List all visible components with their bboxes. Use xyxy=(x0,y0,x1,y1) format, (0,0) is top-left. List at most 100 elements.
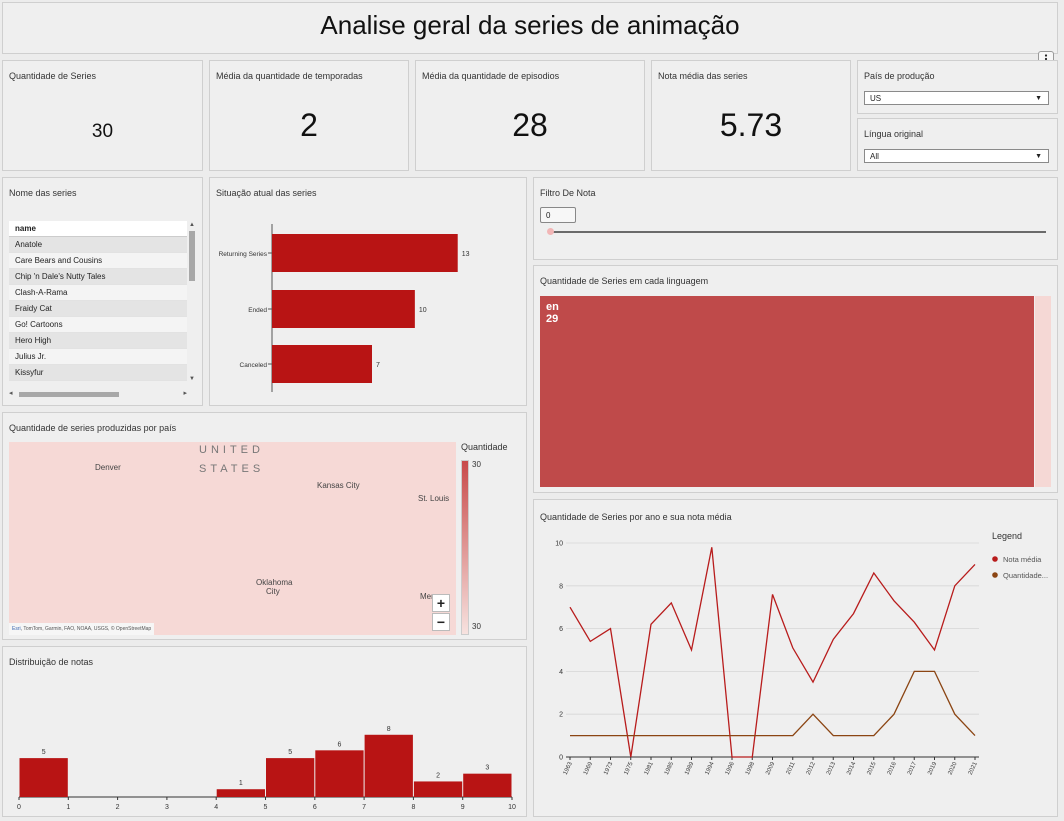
line-chart-panel: Quantidade de Series por ano e sua nota … xyxy=(533,499,1058,817)
x-tick-label: 4 xyxy=(214,804,218,811)
scrollbar-thumb[interactable] xyxy=(189,231,195,281)
scroll-right-icon[interactable]: ▸ xyxy=(183,390,187,397)
rating-input[interactable]: 0 xyxy=(540,207,576,223)
map-attribution: Esri, TomTom, Garmin, FAO, NOAA, USGS, ©… xyxy=(9,623,155,635)
list-item[interactable]: Kissyfur xyxy=(9,365,187,381)
zoom-out-button[interactable]: − xyxy=(432,613,450,631)
panel-title: Quantidade de Series em cada linguagem xyxy=(540,276,709,286)
scroll-down-icon[interactable]: ▼ xyxy=(189,376,195,382)
list-header[interactable]: name xyxy=(9,221,187,237)
x-tick-label: 2014 xyxy=(846,761,857,776)
kpi-label: Quantidade de Series xyxy=(9,71,97,81)
list-item[interactable]: Chip 'n Dale's Nutty Tales xyxy=(9,269,187,285)
data-label: 2 xyxy=(436,772,440,779)
x-tick-label: 1989 xyxy=(684,761,695,776)
scroll-left-icon[interactable]: ◂ xyxy=(9,390,13,397)
x-tick-label: 0 xyxy=(17,804,21,811)
histogram-bar xyxy=(364,734,413,797)
map-label-kansas-city: Kansas City xyxy=(317,481,360,490)
kpi-avg-episodes: Média da quantidade de episodios 28 xyxy=(415,60,645,171)
bar xyxy=(272,345,372,383)
data-label: 5 xyxy=(42,749,46,756)
x-tick-label: 2020 xyxy=(947,761,958,776)
panel-title: Quantidade de series produzidas por país xyxy=(9,423,177,433)
list-item[interactable]: Hero High xyxy=(9,333,187,349)
list-item[interactable]: Clash-A-Rama xyxy=(9,285,187,301)
panel-title: Nome das series xyxy=(9,188,77,198)
x-tick-label: 3 xyxy=(165,804,169,811)
x-tick-label: 2013 xyxy=(826,761,837,776)
data-label: 3 xyxy=(485,765,489,772)
x-tick-label: 8 xyxy=(411,804,415,811)
rating-slider-track[interactable] xyxy=(550,231,1046,233)
legend-marker xyxy=(992,572,998,578)
data-label: 8 xyxy=(387,726,391,733)
x-tick-label: 1981 xyxy=(644,761,655,776)
map-panel: Quantidade de series produzidas por país… xyxy=(2,412,527,640)
map-label-oklahoma-city: City xyxy=(266,587,280,596)
horizontal-scrollbar[interactable]: ◂ ▸ xyxy=(9,390,187,398)
data-label: 10 xyxy=(419,307,427,314)
status-chart-panel: Situação atual das series Returning Seri… xyxy=(209,177,527,406)
list-item[interactable]: Go! Cartoons xyxy=(9,317,187,333)
treemap-cell-en[interactable]: en 29 xyxy=(540,296,1034,487)
scrollbar-thumb[interactable] xyxy=(19,392,119,397)
x-tick-label: 2 xyxy=(116,804,120,811)
filter-label: Filtro De Nota xyxy=(540,188,596,198)
x-tick-label: 1975 xyxy=(623,761,634,776)
filter-label: País de produção xyxy=(864,71,935,81)
language-select[interactable]: All ▼ xyxy=(864,149,1049,163)
list-item-label: Hero High xyxy=(15,336,52,345)
list-item-label: Kissyfur xyxy=(15,368,44,377)
map-label-st-louis: St. Louis xyxy=(418,494,450,503)
histogram-bar xyxy=(216,789,265,797)
series-line xyxy=(569,547,976,758)
page-title: Analise geral da series de animação xyxy=(320,10,740,40)
list-item-label: Chip 'n Dale's Nutty Tales xyxy=(15,272,106,281)
y-tick-label: 6 xyxy=(559,626,563,633)
column-header-name: name xyxy=(15,224,36,233)
x-tick-label: 2019 xyxy=(927,761,938,776)
list-item[interactable]: Fraidy Cat xyxy=(9,301,187,317)
map-label-united: UNITED xyxy=(199,444,264,456)
kpi-value: 2 xyxy=(300,107,318,143)
y-tick-label: 0 xyxy=(559,755,563,762)
data-label: 5 xyxy=(288,749,292,756)
attribution-link[interactable]: Esri xyxy=(12,626,21,632)
scroll-up-icon[interactable]: ▲ xyxy=(189,222,195,228)
header-panel: Analise geral da series de animação xyxy=(2,2,1058,54)
list-item[interactable]: Care Bears and Cousins xyxy=(9,253,187,269)
list-item[interactable]: Anatole xyxy=(9,237,187,253)
data-label: 7 xyxy=(376,362,380,369)
histogram-bar xyxy=(19,758,68,797)
treemap-cell-other[interactable] xyxy=(1035,296,1051,487)
kpi-series-count: Quantidade de Series 30 xyxy=(2,60,203,171)
map-legend-min: 30 xyxy=(472,622,481,631)
rating-filter-panel: Filtro De Nota 0 xyxy=(533,177,1058,260)
map-legend-max: 30 xyxy=(472,460,481,469)
x-tick-label: 2015 xyxy=(866,761,877,776)
x-tick-label: 10 xyxy=(508,804,516,811)
zoom-in-button[interactable]: + xyxy=(432,594,450,612)
chevron-down-icon: ▼ xyxy=(1035,153,1042,160)
data-label: 6 xyxy=(337,741,341,748)
vertical-scrollbar[interactable]: ▲ ▼ xyxy=(188,221,196,383)
rating-slider-handle[interactable] xyxy=(547,228,554,235)
list-item-label: Care Bears and Cousins xyxy=(15,256,103,265)
histogram-bar xyxy=(413,781,463,797)
x-tick-label: 1996 xyxy=(725,761,736,776)
x-tick-label: 1985 xyxy=(664,761,675,776)
x-tick-label: 1963 xyxy=(563,761,574,776)
list-item[interactable]: Julius Jr. xyxy=(9,349,187,365)
list-item-label: Julius Jr. xyxy=(15,352,47,361)
panel-title: Distribuição de notas xyxy=(9,657,94,667)
kpi-label: Média da quantidade de temporadas xyxy=(216,71,363,81)
list-item-label: Go! Cartoons xyxy=(15,320,63,329)
legend-title: Legend xyxy=(992,531,1022,541)
map-area[interactable]: UNITED STATES Denver Kansas City St. Lou… xyxy=(9,442,456,635)
category-label: Returning Series xyxy=(219,251,268,258)
x-tick-label: 2016 xyxy=(887,761,898,776)
kpi-value: 5.73 xyxy=(719,107,783,143)
country-select[interactable]: US ▼ xyxy=(864,91,1049,105)
kpi-avg-seasons: Média da quantidade de temporadas 2 xyxy=(209,60,409,171)
